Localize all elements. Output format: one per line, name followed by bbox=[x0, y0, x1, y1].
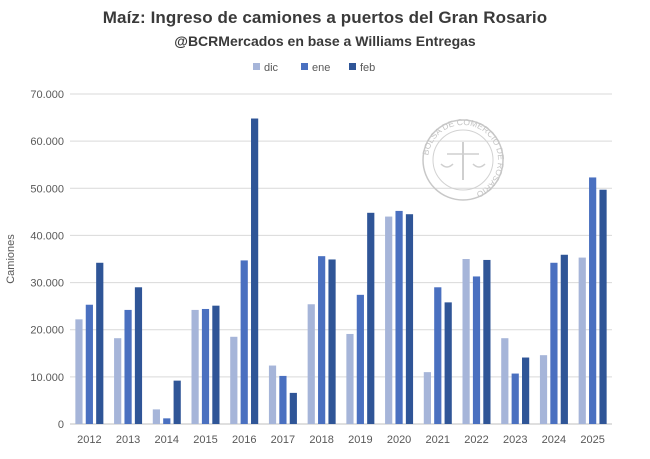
bar-ene-2016 bbox=[240, 260, 248, 424]
legend-swatch-ene bbox=[301, 63, 308, 70]
x-tick-label: 2023 bbox=[503, 434, 527, 446]
bar-dic-2020 bbox=[385, 216, 393, 424]
bar-feb-2012 bbox=[96, 262, 104, 424]
bar-feb-2024 bbox=[560, 254, 568, 424]
bar-feb-2021 bbox=[444, 302, 452, 424]
y-axis-label: Camiones bbox=[5, 234, 17, 284]
legend-swatch-feb bbox=[349, 63, 356, 70]
bar-ene-2025 bbox=[589, 177, 597, 424]
bar-ene-2018 bbox=[318, 256, 326, 424]
x-tick-label: 2019 bbox=[348, 434, 372, 446]
x-tick-label: 2017 bbox=[271, 434, 295, 446]
bar-ene-2020 bbox=[395, 210, 403, 424]
x-tick-label: 2013 bbox=[116, 434, 140, 446]
bar-feb-2015 bbox=[212, 305, 220, 424]
bar-feb-2018 bbox=[328, 259, 336, 424]
chart-subtitle: @BCRMercados en base a Williams Entregas bbox=[174, 33, 476, 49]
bar-feb-2022 bbox=[483, 259, 491, 424]
y-tick-label: 50.000 bbox=[30, 183, 64, 195]
y-tick-label: 70.000 bbox=[30, 89, 64, 101]
watermark-seal-outer bbox=[422, 119, 504, 201]
legend-swatch-dic bbox=[253, 63, 260, 70]
legend-label-feb: feb bbox=[360, 62, 375, 74]
bar-feb-2014 bbox=[173, 380, 181, 424]
x-tick-label: 2021 bbox=[426, 434, 450, 446]
bar-dic-2022 bbox=[462, 259, 470, 424]
y-tick-label: 0 bbox=[58, 419, 64, 431]
bar-feb-2025 bbox=[599, 189, 607, 424]
bar-ene-2013 bbox=[124, 309, 132, 424]
bar-ene-2021 bbox=[434, 287, 442, 424]
chart-title: Maíz: Ingreso de camiones a puertos del … bbox=[102, 8, 548, 27]
x-tick-label: 2020 bbox=[387, 434, 411, 446]
x-tick-label: 2015 bbox=[193, 434, 217, 446]
bar-ene-2012 bbox=[85, 304, 93, 424]
bar-dic-2014 bbox=[152, 409, 160, 424]
bar-feb-2017 bbox=[289, 392, 297, 424]
bar-ene-2024 bbox=[550, 262, 558, 424]
bar-dic-2025 bbox=[578, 257, 586, 424]
bar-feb-2016 bbox=[251, 118, 259, 424]
watermark-seal-inner bbox=[432, 129, 494, 191]
y-tick-label: 30.000 bbox=[30, 278, 64, 290]
x-tick-label: 2014 bbox=[155, 434, 179, 446]
bar-feb-2020 bbox=[405, 214, 414, 424]
y-tick-label: 20.000 bbox=[30, 325, 64, 337]
x-tick-label: 2025 bbox=[580, 434, 604, 446]
bar-ene-2014 bbox=[163, 418, 171, 424]
bar-dic-2023 bbox=[501, 338, 509, 424]
x-tick-label: 2024 bbox=[542, 434, 566, 446]
bar-dic-2021 bbox=[423, 372, 431, 424]
bar-dic-2013 bbox=[114, 338, 122, 424]
bar-ene-2015 bbox=[201, 308, 210, 424]
x-tick-label: 2022 bbox=[464, 434, 488, 446]
bar-feb-2013 bbox=[134, 287, 143, 424]
y-tick-label: 60.000 bbox=[30, 136, 64, 148]
y-tick-label: 10.000 bbox=[30, 372, 64, 384]
bar-dic-2016 bbox=[230, 336, 238, 424]
watermark-scale-pans bbox=[440, 163, 486, 168]
bar-ene-2017 bbox=[279, 375, 287, 424]
bar-ene-2023 bbox=[511, 373, 519, 424]
bar-ene-2019 bbox=[356, 294, 364, 424]
bar-dic-2024 bbox=[539, 355, 548, 424]
bar-feb-2023 bbox=[522, 357, 530, 424]
y-tick-label: 40.000 bbox=[30, 230, 64, 242]
legend-label-dic: dic bbox=[264, 62, 279, 74]
bar-dic-2015 bbox=[191, 309, 199, 424]
bar-dic-2017 bbox=[268, 365, 277, 424]
x-tick-label: 2016 bbox=[232, 434, 256, 446]
bar-ene-2022 bbox=[472, 276, 481, 424]
bar-dic-2019 bbox=[346, 333, 354, 424]
bar-dic-2012 bbox=[75, 319, 83, 424]
legend-label-ene: ene bbox=[312, 62, 330, 74]
bar-dic-2018 bbox=[307, 304, 315, 424]
bar-feb-2019 bbox=[367, 212, 375, 424]
x-tick-label: 2012 bbox=[77, 434, 101, 446]
x-tick-label: 2018 bbox=[309, 434, 333, 446]
